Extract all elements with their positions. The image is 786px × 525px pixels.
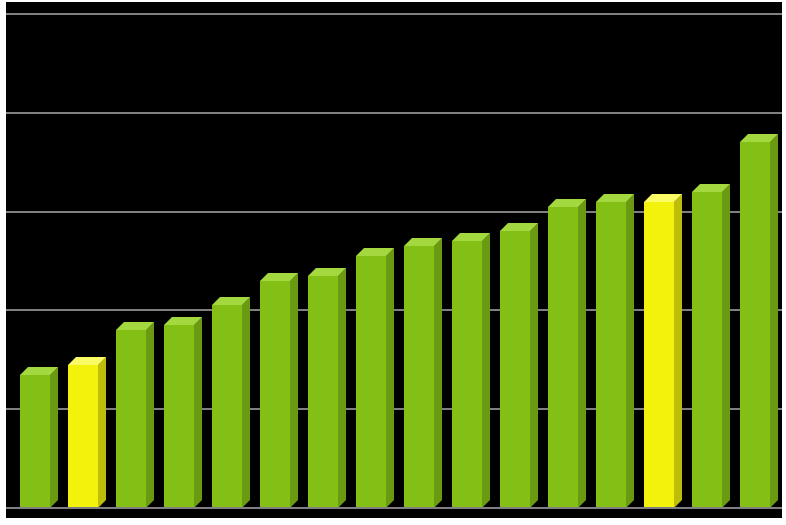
bar bbox=[596, 202, 626, 508]
bar bbox=[404, 246, 434, 508]
bar-side-face bbox=[674, 194, 682, 508]
bar-side-face bbox=[338, 268, 346, 508]
bar-front-face bbox=[68, 365, 98, 508]
bar-front-face bbox=[740, 142, 770, 508]
bar bbox=[740, 142, 770, 508]
bar-front-face bbox=[500, 231, 530, 508]
bar-front-face bbox=[260, 281, 290, 508]
bar-side-face bbox=[722, 184, 730, 508]
bar-front-face bbox=[164, 325, 194, 508]
bar bbox=[644, 202, 674, 508]
bar-front-face bbox=[404, 246, 434, 508]
bar-front-face bbox=[116, 330, 146, 508]
bar-side-face bbox=[386, 248, 394, 508]
bar-side-face bbox=[146, 322, 154, 508]
bar-front-face bbox=[644, 202, 674, 508]
bar-side-face bbox=[578, 199, 586, 508]
bar-front-face bbox=[692, 192, 722, 508]
bar-side-face bbox=[530, 223, 538, 508]
bar bbox=[68, 365, 98, 508]
bar-front-face bbox=[212, 305, 242, 508]
bars-container bbox=[6, 2, 782, 518]
bar-side-face bbox=[626, 194, 634, 508]
bar bbox=[212, 305, 242, 508]
bar-side-face bbox=[242, 297, 250, 508]
bar bbox=[164, 325, 194, 508]
bar-side-face bbox=[194, 317, 202, 508]
bar bbox=[260, 281, 290, 508]
bar-side-face bbox=[434, 238, 442, 508]
bar bbox=[356, 256, 386, 508]
bar-side-face bbox=[482, 233, 490, 508]
bar-chart bbox=[0, 0, 786, 525]
bar bbox=[548, 207, 578, 508]
bar-front-face bbox=[596, 202, 626, 508]
x-axis-line bbox=[6, 507, 782, 509]
bar-front-face bbox=[20, 375, 50, 508]
bar-front-face bbox=[548, 207, 578, 508]
bar bbox=[452, 241, 482, 508]
bar-front-face bbox=[356, 256, 386, 508]
bar bbox=[116, 330, 146, 508]
bar bbox=[692, 192, 722, 508]
bar-side-face bbox=[50, 367, 58, 508]
bar-side-face bbox=[290, 273, 298, 508]
bar bbox=[308, 276, 338, 508]
bar bbox=[500, 231, 530, 508]
bar bbox=[20, 375, 50, 508]
bar-side-face bbox=[770, 134, 778, 508]
bar-front-face bbox=[452, 241, 482, 508]
bar-side-face bbox=[98, 357, 106, 508]
bar-front-face bbox=[308, 276, 338, 508]
